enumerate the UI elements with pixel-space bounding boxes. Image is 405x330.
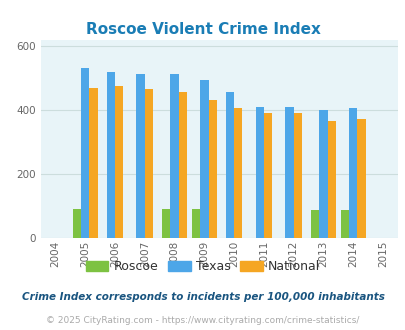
Bar	[72, 210, 81, 238]
Bar	[115, 86, 123, 238]
Bar	[356, 119, 365, 238]
Bar	[293, 113, 301, 238]
Bar	[225, 92, 234, 238]
Bar	[107, 72, 115, 238]
Bar	[310, 211, 318, 238]
Bar	[178, 92, 187, 238]
Bar	[255, 107, 263, 238]
Bar	[327, 121, 335, 238]
Text: Crime Index corresponds to incidents per 100,000 inhabitants: Crime Index corresponds to incidents per…	[21, 292, 384, 302]
Bar	[285, 107, 293, 238]
Bar	[162, 210, 170, 238]
Text: © 2025 CityRating.com - https://www.cityrating.com/crime-statistics/: © 2025 CityRating.com - https://www.city…	[46, 315, 359, 325]
Legend: Roscoe, Texas, National: Roscoe, Texas, National	[81, 255, 324, 279]
Bar	[234, 108, 242, 238]
Bar	[145, 89, 153, 238]
Bar	[318, 110, 327, 238]
Bar	[263, 113, 272, 238]
Text: Roscoe Violent Crime Index: Roscoe Violent Crime Index	[85, 22, 320, 37]
Bar	[192, 210, 200, 238]
Bar	[200, 80, 208, 238]
Bar	[89, 87, 98, 238]
Bar	[170, 74, 178, 238]
Bar	[81, 68, 89, 238]
Bar	[136, 74, 145, 238]
Bar	[348, 108, 356, 238]
Bar	[208, 100, 216, 238]
Bar	[340, 211, 348, 238]
